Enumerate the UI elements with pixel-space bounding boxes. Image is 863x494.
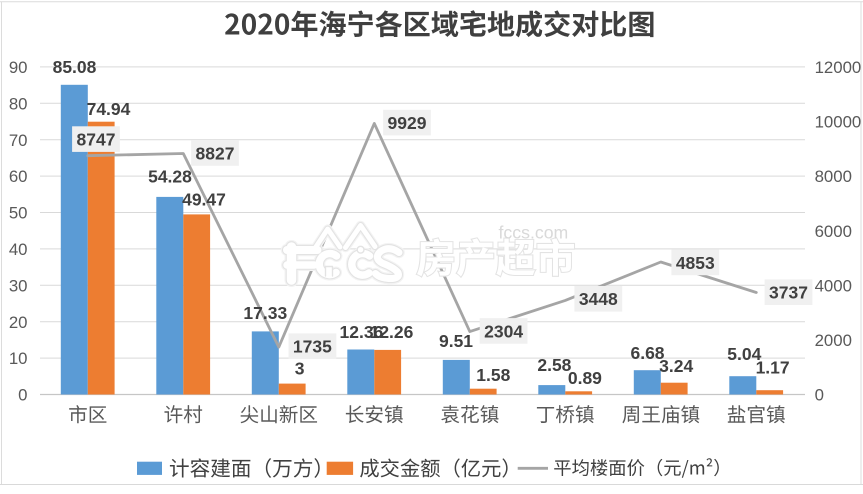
svg-text:1.17: 1.17 — [756, 357, 790, 377]
svg-text:85.08: 85.08 — [53, 57, 97, 77]
svg-text:30: 30 — [9, 276, 28, 295]
svg-text:8747: 8747 — [77, 130, 116, 150]
svg-text:90: 90 — [9, 58, 28, 77]
svg-text:2000: 2000 — [815, 331, 852, 350]
svg-text:12.26: 12.26 — [370, 322, 414, 342]
svg-text:12.36: 12.36 — [340, 322, 384, 342]
svg-text:70: 70 — [9, 131, 28, 150]
svg-text:fccs.com: fccs.com — [499, 223, 569, 243]
svg-text:5.04: 5.04 — [727, 344, 761, 364]
svg-text:2.58: 2.58 — [537, 355, 571, 375]
svg-text:3.24: 3.24 — [659, 356, 693, 376]
svg-text:80: 80 — [9, 94, 28, 113]
svg-text:3: 3 — [295, 358, 305, 378]
svg-text:3737: 3737 — [769, 283, 808, 303]
svg-text:2304: 2304 — [484, 321, 523, 341]
svg-text:20: 20 — [9, 313, 28, 332]
svg-text:0: 0 — [18, 386, 27, 405]
svg-text:60: 60 — [9, 167, 28, 186]
svg-text:40: 40 — [9, 240, 28, 259]
svg-text:10: 10 — [9, 349, 28, 368]
svg-text:6.68: 6.68 — [630, 343, 664, 363]
svg-text:1735: 1735 — [293, 337, 332, 357]
svg-text:4000: 4000 — [815, 276, 852, 295]
svg-text:0.89: 0.89 — [568, 368, 602, 388]
svg-text:9.51: 9.51 — [439, 331, 473, 351]
svg-text:4853: 4853 — [676, 253, 715, 273]
svg-text:12000: 12000 — [815, 58, 862, 77]
svg-text:3448: 3448 — [579, 289, 618, 309]
svg-text:6000: 6000 — [815, 222, 852, 241]
svg-text:54.28: 54.28 — [148, 166, 192, 186]
svg-text:8000: 8000 — [815, 167, 852, 186]
svg-text:49.47: 49.47 — [182, 189, 226, 209]
svg-text:17.33: 17.33 — [243, 303, 287, 323]
svg-text:50: 50 — [9, 204, 28, 223]
svg-text:8827: 8827 — [196, 143, 235, 163]
svg-text:10000: 10000 — [815, 113, 862, 132]
svg-text:74.94: 74.94 — [87, 99, 131, 119]
svg-text:9929: 9929 — [388, 113, 427, 133]
svg-text:1.58: 1.58 — [476, 365, 510, 385]
svg-text:0: 0 — [815, 386, 824, 405]
